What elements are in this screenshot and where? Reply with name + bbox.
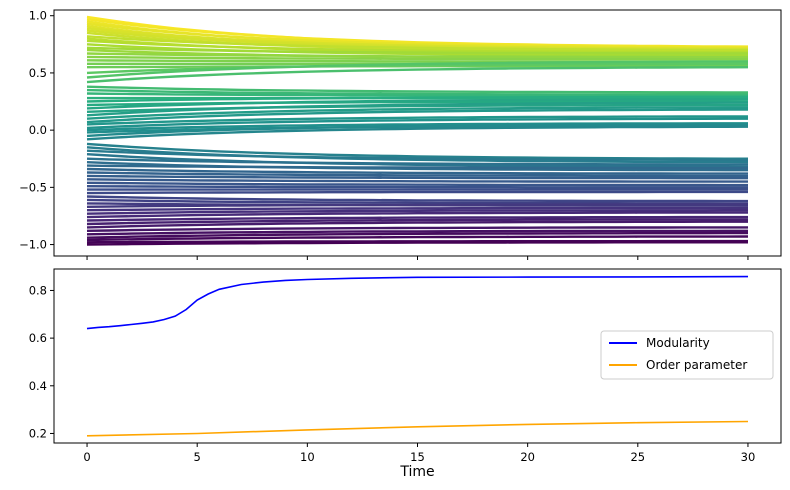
x-tick-label: 0 [83,450,90,464]
trajectory-line [86,164,748,170]
x-tick-label: 30 [741,450,756,464]
trajectory-line [86,241,748,246]
trajectory-line [86,203,748,208]
trajectory-line [86,208,748,215]
y-tick-label: 0.0 [29,123,47,137]
legend-box [600,330,774,380]
series-line-order-parameter [86,420,749,437]
y-tick-label: 0.4 [29,379,47,393]
trajectory-line [86,60,749,79]
trajectory-line [86,122,748,132]
y-tick-label: 0.5 [29,66,47,80]
bottom-axes-frame [53,268,782,444]
trajectory-line [86,231,748,239]
x-tick-label: 15 [410,450,425,464]
trajectory-line [86,174,748,180]
trajectory-line [86,66,749,84]
trajectory-line [86,211,748,219]
trajectory-lines [86,15,749,246]
x-tick-label: 25 [630,450,645,464]
trajectory-line [86,206,749,212]
y-tick-label: 0.2 [29,426,47,440]
y-tick-label: −0.5 [19,180,47,194]
trajectory-line [86,98,749,110]
trajectory-line [86,198,748,205]
trajectory-line [86,235,749,242]
top-y-axis: −1.0 −0.5 0.0 0.5 1.0 [19,9,54,252]
trajectory-line [86,167,748,175]
trajectory-line [86,106,748,120]
legend: Modularity Order parameter [600,330,774,380]
x-tick-label: 20 [520,450,535,464]
trajectory-line [86,171,748,178]
trajectory-line [86,88,749,96]
trajectory-line [86,218,748,226]
metric-lines [86,275,749,437]
y-tick-label: 0.6 [29,331,47,345]
trajectory-line [86,229,748,236]
trajectory-line [86,55,748,61]
x-tick-label: 5 [194,450,201,464]
trajectory-line [86,123,749,138]
trajectory-line [86,101,748,117]
trajectory-line [86,157,749,166]
trajectory-line [86,226,748,232]
trajectory-line [86,35,748,52]
bottom-plot: 0.2 0.4 0.6 0.8 0 5 10 15 20 25 30 Time Modularit… [29,268,782,480]
trajectory-line [86,39,748,54]
trajectory-line [86,149,749,162]
series-line-modularity [86,275,749,330]
trajectory-line [86,95,748,103]
trajectory-line [86,46,748,55]
trajectory-line [86,125,749,141]
trajectory-line [86,190,748,195]
trajectory-line [86,108,749,124]
trajectory-line [86,92,748,98]
top-axes-frame [53,9,782,257]
legend-label-modularity: Modularity [646,336,710,350]
x-axis-title: Time [399,464,434,480]
trajectory-line [86,117,748,130]
x-tick-label: 10 [300,450,315,464]
trajectory-line [86,52,748,59]
trajectory-line [86,185,748,189]
trajectory-line [86,181,748,187]
trajectory-line [86,178,748,183]
y-tick-label: 0.8 [29,283,47,297]
trajectory-line [86,115,748,126]
top-x-axis [86,256,749,260]
trajectory-line [86,220,748,229]
trajectory-line [86,215,748,222]
y-tick-label: −1.0 [19,238,47,252]
y-tick-label: 1.0 [29,9,47,23]
trajectory-line [86,142,748,160]
bottom-x-axis: 0 5 10 15 20 25 30 [83,443,755,464]
legend-label-order-parameter: Order parameter [646,358,747,372]
trajectory-line [86,195,748,203]
trajectory-line [86,85,748,94]
top-plot: −1.0 −0.5 0.0 0.5 1.0 [19,9,782,260]
bottom-y-axis: 0.2 0.4 0.6 0.8 [29,283,54,440]
